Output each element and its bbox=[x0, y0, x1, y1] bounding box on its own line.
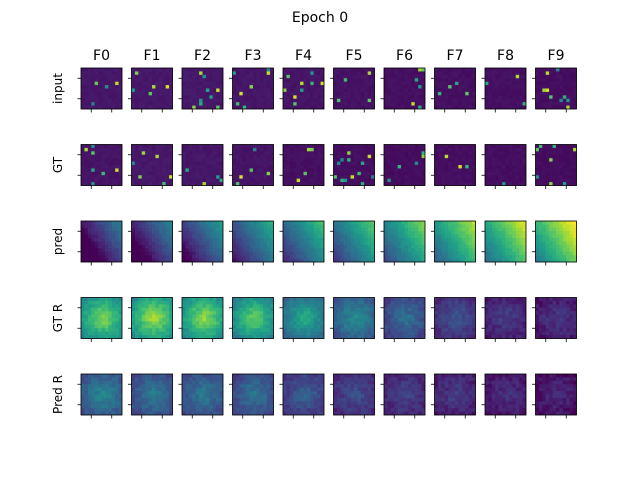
heatmap-panel bbox=[77, 67, 123, 113]
heatmap-panel bbox=[229, 373, 274, 419]
heatmap-panel bbox=[481, 67, 527, 113]
heatmap-panel bbox=[431, 220, 476, 266]
heatmap-panel bbox=[481, 373, 527, 419]
row-label: input bbox=[51, 73, 65, 104]
heatmap-panel bbox=[532, 220, 577, 266]
heatmap-panel bbox=[178, 297, 224, 342]
heatmap-panel bbox=[330, 297, 375, 342]
heatmap-panel bbox=[279, 297, 325, 342]
heatmap-panel bbox=[178, 373, 224, 419]
column-labels: F0 F1 F2 F3 F4 F5 F6 F7 F8 F9 bbox=[93, 48, 564, 64]
row-labels: input GT pred GT R Pred R bbox=[51, 73, 65, 414]
heatmap-panel bbox=[431, 144, 476, 189]
heatmap-panel bbox=[330, 144, 375, 189]
heatmap-panel bbox=[431, 297, 476, 342]
heatmap-panel bbox=[128, 220, 173, 266]
heatmap-panel bbox=[481, 220, 527, 266]
heatmap-panel bbox=[532, 67, 577, 113]
heatmap-panel bbox=[380, 67, 426, 113]
chart-title: Epoch 0 bbox=[292, 10, 348, 26]
heatmap-panel bbox=[279, 67, 325, 113]
heatmap-panel bbox=[279, 373, 325, 419]
heatmap-panel bbox=[380, 144, 426, 189]
heatmap-panel bbox=[229, 297, 274, 342]
row-label: GT bbox=[51, 156, 65, 173]
column-label: F5 bbox=[346, 48, 363, 64]
heatmap-panel bbox=[532, 373, 577, 419]
heatmap-panel bbox=[178, 67, 224, 113]
heatmap-panel bbox=[77, 297, 123, 342]
heatmap-panel bbox=[380, 220, 426, 266]
column-label: F1 bbox=[144, 48, 161, 64]
column-label: F2 bbox=[194, 48, 211, 64]
row-label: Pred R bbox=[51, 375, 65, 414]
heatmap-panel bbox=[77, 220, 123, 266]
heatmap-panel bbox=[77, 373, 123, 419]
heatmap-panel bbox=[279, 144, 325, 189]
heatmap-panel bbox=[178, 144, 224, 189]
heatmap-panel bbox=[532, 297, 577, 342]
heatmap-panel bbox=[481, 144, 527, 189]
heatmap-panel bbox=[330, 373, 375, 419]
heatmap-panel bbox=[128, 67, 173, 113]
heatmap-panel bbox=[279, 220, 325, 266]
heatmap-panel bbox=[380, 297, 426, 342]
heatmap-panel bbox=[330, 67, 375, 113]
column-label: F6 bbox=[396, 48, 413, 64]
column-label: F7 bbox=[447, 48, 464, 64]
heatmap-panel bbox=[128, 144, 173, 189]
column-label: F9 bbox=[548, 48, 565, 64]
row-label: pred bbox=[51, 228, 65, 255]
column-label: F3 bbox=[245, 48, 262, 64]
heatmap-panel bbox=[532, 144, 577, 189]
heatmap-panel bbox=[431, 373, 476, 419]
heatmap-panel bbox=[229, 220, 274, 266]
column-label: F8 bbox=[497, 48, 514, 64]
heatmap-panel bbox=[481, 297, 527, 342]
heatmap-panel bbox=[77, 144, 123, 189]
heatmap-panel bbox=[229, 144, 274, 189]
heatmap-panel bbox=[128, 373, 173, 419]
row-label: GT R bbox=[51, 304, 65, 332]
panel-grid bbox=[77, 67, 577, 419]
heatmap-panel bbox=[380, 373, 426, 419]
heatmap-panel bbox=[330, 220, 375, 266]
heatmap-panel bbox=[128, 297, 173, 342]
heatmap-panel bbox=[178, 220, 224, 266]
column-label: F4 bbox=[295, 48, 312, 64]
heatmap-panel bbox=[431, 67, 476, 113]
heatmap-panel bbox=[229, 67, 274, 113]
column-label: F0 bbox=[93, 48, 110, 64]
